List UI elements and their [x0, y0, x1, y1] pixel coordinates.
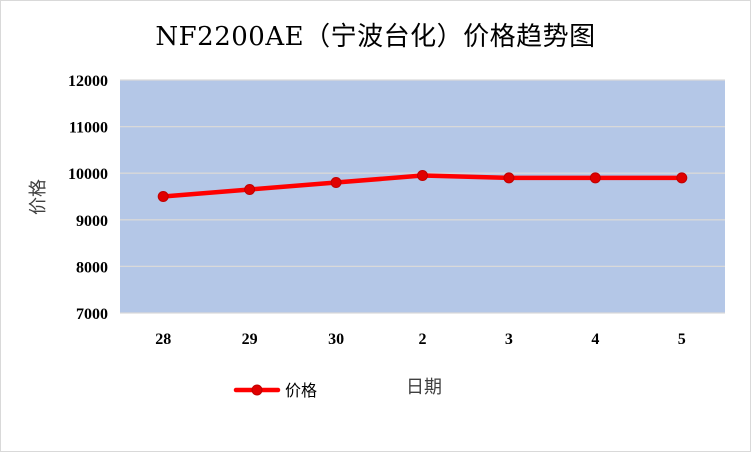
- plot-area: [120, 80, 725, 313]
- x-tick-label: 29: [242, 331, 258, 348]
- chart-title: NF2200AE（宁波台化）价格趋势图: [155, 22, 596, 52]
- y-tick-label: 7000: [76, 306, 108, 323]
- data-point: [589, 172, 601, 184]
- x-axis-title: 日期: [406, 377, 442, 398]
- data-point: [330, 177, 342, 189]
- y-tick-label: 8000: [76, 259, 108, 276]
- x-tick-label: 4: [591, 331, 599, 348]
- y-tick-label: 12000: [68, 73, 108, 90]
- x-tick-label: 3: [505, 331, 513, 348]
- data-point: [676, 172, 688, 184]
- x-tick-label: 5: [678, 331, 686, 348]
- x-tick-labels: 28 29 30 2 3 4 5: [155, 331, 686, 348]
- y-axis-title: 价格: [28, 179, 49, 215]
- legend: 价格: [233, 381, 317, 400]
- y-tick-label: 9000: [76, 213, 108, 230]
- x-tick-label: 30: [328, 331, 344, 348]
- legend-label: 价格: [285, 381, 317, 400]
- x-tick-label: 28: [155, 331, 171, 348]
- y-tick-label: 11000: [69, 120, 108, 137]
- legend-marker: [251, 384, 263, 396]
- data-point: [244, 184, 256, 196]
- gridlines: [120, 79, 725, 314]
- y-tick-label: 10000: [68, 166, 108, 183]
- data-point: [503, 172, 515, 184]
- series-group: [157, 170, 688, 202]
- data-point: [417, 170, 428, 182]
- y-tick-labels: 7000 8000 9000 10000 11000 12000: [68, 73, 108, 323]
- data-point: [157, 191, 169, 202]
- x-tick-label: 2: [419, 331, 427, 348]
